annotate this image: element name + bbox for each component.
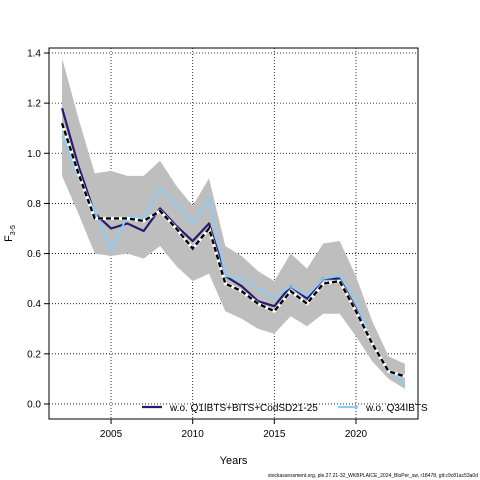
y-axis: 0.0 0.2 0.4 0.6 0.8 1.0 1.2 1.4 xyxy=(27,49,49,410)
y-tick-label: 0.6 xyxy=(27,249,41,260)
series-line-2 xyxy=(61,135,406,388)
x-axis: 2005 2010 2015 2020 xyxy=(100,419,368,440)
legend-label: w.o. Q34IBTS xyxy=(365,403,428,414)
footer-source-text: stockassessment.org, ple.27.21-32_WKBPLA… xyxy=(268,473,478,479)
grid-layer xyxy=(49,48,418,419)
y-tick-label: 0.8 xyxy=(27,199,41,210)
y-tick-label: 1.4 xyxy=(27,49,41,60)
legend-label: w.o. Q1IBTS+BITS+CodSD21-25 xyxy=(169,403,318,414)
y-axis-title-main: F xyxy=(3,235,15,242)
confidence-band-layer xyxy=(62,58,405,389)
confidence-band xyxy=(62,58,405,389)
x-tick-label: 2020 xyxy=(345,429,368,440)
legend: w.o. Q1IBTS+BITS+CodSD21-25 w.o. Q34IBTS xyxy=(142,403,428,414)
y-axis-title-subscript: 3-5 xyxy=(10,225,17,235)
y-tick-label: 1.0 xyxy=(27,149,41,160)
x-tick-label: 2010 xyxy=(182,429,205,440)
x-axis-title: Years xyxy=(220,455,248,467)
y-tick-label: 0.0 xyxy=(27,399,41,410)
y-tick-label: 1.2 xyxy=(27,99,41,110)
y-axis-title: F3-5 xyxy=(3,225,17,242)
x-tick-label: 2015 xyxy=(263,429,286,440)
series-layer xyxy=(60,107,406,388)
x-tick-label: 2005 xyxy=(100,429,123,440)
series-line-dashed xyxy=(60,122,406,378)
y-tick-label: 0.4 xyxy=(27,299,41,310)
y-tick-label: 0.2 xyxy=(27,349,41,360)
plot-frame xyxy=(48,47,419,420)
